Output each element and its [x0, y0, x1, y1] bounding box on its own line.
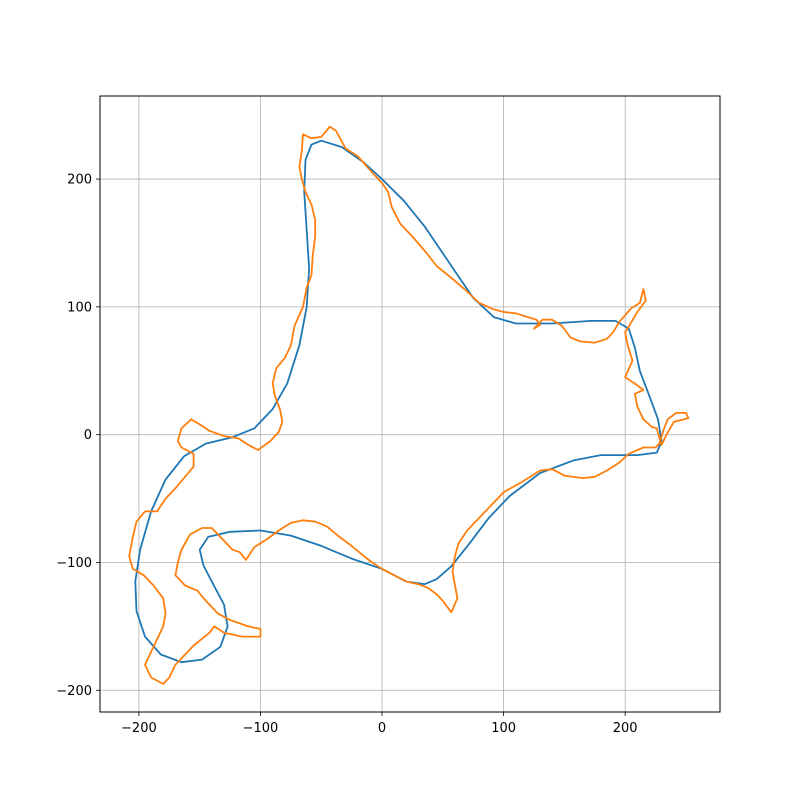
- y-tick-label: 100: [67, 300, 92, 315]
- y-tick-label: 200: [67, 173, 92, 188]
- x-tick-label: 0: [378, 721, 386, 736]
- x-tick-label: −100: [243, 721, 279, 736]
- y-tick-label: 0: [84, 428, 92, 443]
- y-tick-label: −100: [56, 556, 92, 571]
- x-tick-label: −200: [121, 721, 157, 736]
- y-tick-label: −200: [56, 684, 92, 699]
- series-layer: [128, 125, 690, 685]
- plot-frame: [99, 95, 721, 713]
- series-2-line: [128, 125, 690, 685]
- axis-ticks: −200 −100 0 100 200 −200 −100 0 100 200: [56, 173, 637, 736]
- x-tick-label: 200: [613, 721, 638, 736]
- x-tick-label: 100: [491, 721, 516, 736]
